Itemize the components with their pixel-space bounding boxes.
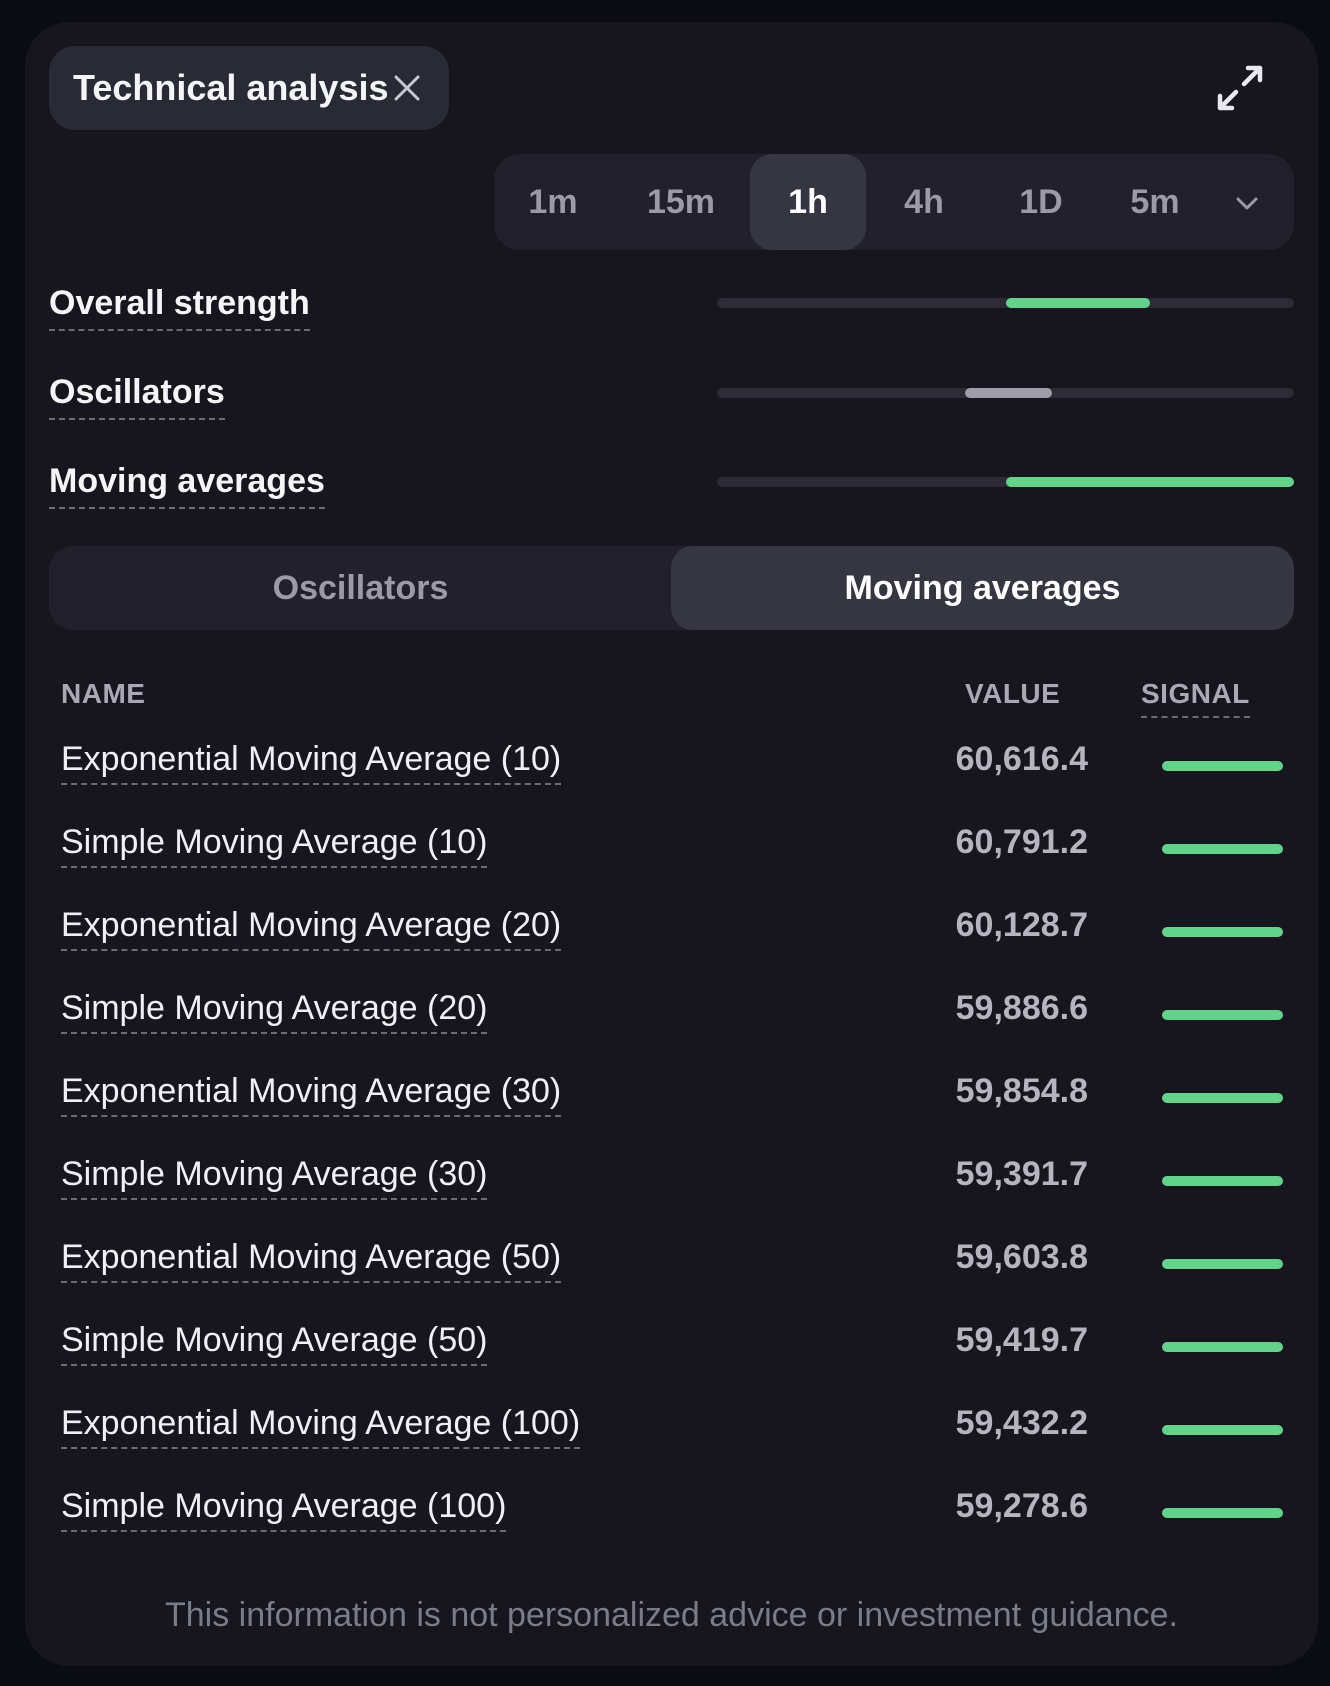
signal-indicator	[1162, 1259, 1283, 1269]
moving-averages-label[interactable]: Moving averages	[49, 462, 325, 509]
indicator-name[interactable]: Simple Moving Average (100)	[61, 1487, 507, 1532]
timeframe-4h[interactable]: 4h	[904, 182, 944, 221]
overall-strength-fill	[1005, 298, 1150, 308]
indicator-name[interactable]: Simple Moving Average (20)	[61, 989, 488, 1034]
tab-oscillators[interactable]: Oscillators	[272, 568, 449, 607]
timeframe-1m[interactable]: 1m	[528, 182, 578, 221]
technical-analysis-chip[interactable]: Technical analysis	[49, 46, 449, 130]
indicator-value: 60,128.7	[955, 906, 1088, 944]
oscillators-fill	[965, 388, 1052, 398]
moving-averages-fill	[1005, 477, 1294, 487]
moving-averages-track	[717, 477, 1294, 487]
technical-analysis-panel: Technical analysis 1m 15m 1h 4h 1D 5m Ov…	[25, 22, 1318, 1666]
indicator-name[interactable]: Simple Moving Average (30)	[61, 1155, 488, 1200]
tab-moving-averages[interactable]: Moving averages	[671, 546, 1294, 630]
indicator-value: 59,419.7	[955, 1321, 1088, 1359]
indicator-value: 59,432.2	[955, 1404, 1088, 1442]
indicator-value: 60,791.2	[955, 823, 1088, 861]
indicator-name[interactable]: Simple Moving Average (50)	[61, 1321, 488, 1366]
overall-strength-track	[717, 298, 1294, 308]
oscillators-track	[717, 388, 1294, 398]
chip-label: Technical analysis	[73, 67, 389, 108]
column-header-value: VALUE	[965, 678, 1061, 709]
overall-strength-label[interactable]: Overall strength	[49, 284, 310, 331]
signal-indicator	[1162, 1508, 1283, 1518]
timeframe-selector: 1m 15m 1h 4h 1D 5m	[494, 154, 1294, 250]
indicator-value: 59,854.8	[955, 1072, 1088, 1110]
indicator-name[interactable]: Simple Moving Average (10)	[61, 823, 488, 868]
indicator-value: 59,603.8	[955, 1238, 1088, 1276]
indicator-value: 59,886.6	[955, 989, 1088, 1027]
signal-indicator	[1162, 927, 1283, 937]
indicator-value: 59,391.7	[955, 1155, 1088, 1193]
timeframe-1d[interactable]: 1D	[1019, 182, 1063, 221]
timeframe-5m[interactable]: 5m	[1130, 182, 1180, 221]
signal-indicator	[1162, 844, 1283, 854]
indicator-tabs: Oscillators Moving averages	[49, 546, 1294, 630]
timeframe-1h[interactable]: 1h	[750, 154, 866, 250]
timeframe-15m[interactable]: 15m	[646, 182, 716, 221]
indicator-name[interactable]: Exponential Moving Average (50)	[61, 1238, 562, 1283]
indicator-value: 60,616.4	[955, 740, 1088, 778]
signal-indicator	[1162, 761, 1283, 771]
signal-indicator	[1162, 1425, 1283, 1435]
chevron-down-icon[interactable]	[1234, 190, 1260, 216]
close-icon[interactable]	[391, 72, 423, 104]
column-header-signal[interactable]: SIGNAL	[1141, 678, 1250, 718]
signal-indicator	[1162, 1176, 1283, 1186]
indicator-name[interactable]: Exponential Moving Average (10)	[61, 740, 562, 785]
indicator-name[interactable]: Exponential Moving Average (20)	[61, 906, 562, 951]
indicator-value: 59,278.6	[955, 1487, 1088, 1525]
column-header-name: NAME	[61, 678, 146, 709]
indicator-name[interactable]: Exponential Moving Average (100)	[61, 1404, 581, 1449]
indicator-name[interactable]: Exponential Moving Average (30)	[61, 1072, 562, 1117]
signal-indicator	[1162, 1010, 1283, 1020]
signal-indicator	[1162, 1093, 1283, 1103]
signal-indicator	[1162, 1342, 1283, 1352]
expand-icon[interactable]	[1212, 60, 1268, 116]
disclaimer-text: This information is not personalized adv…	[165, 1596, 1178, 1634]
oscillators-label[interactable]: Oscillators	[49, 373, 225, 420]
